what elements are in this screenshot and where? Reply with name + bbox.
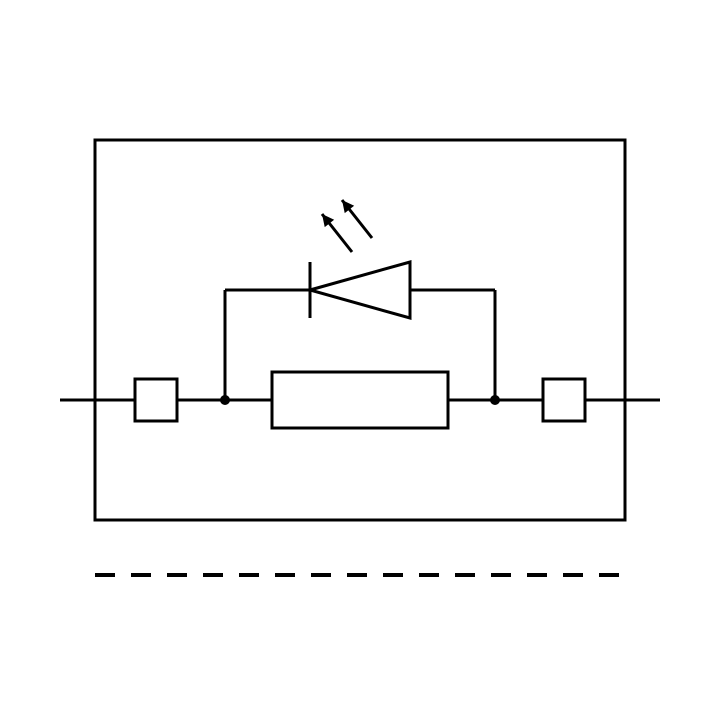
terminal-box-1 (135, 379, 177, 421)
fuse-box (272, 372, 448, 428)
enclosure-box (95, 140, 625, 520)
diode-triangle-icon (310, 262, 410, 318)
circuit-diagram (0, 0, 720, 720)
terminal-box-2 (543, 379, 585, 421)
